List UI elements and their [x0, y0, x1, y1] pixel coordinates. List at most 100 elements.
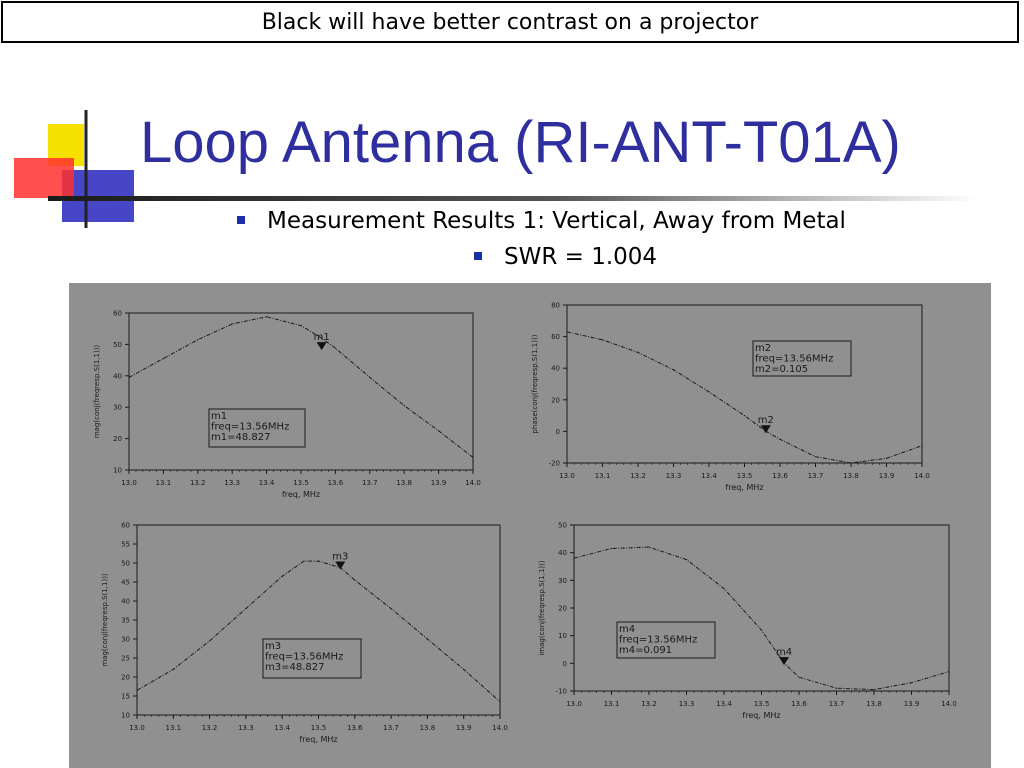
- y-tick-label: 10: [558, 632, 567, 640]
- series-point: [760, 629, 763, 631]
- x-tick-label: 13.9: [879, 472, 895, 480]
- series-point: [403, 405, 405, 407]
- series-point: [910, 682, 913, 684]
- y-tick-label: 80: [551, 302, 560, 310]
- x-axis-label: freq, MHz: [742, 711, 780, 720]
- plots-panel: 13.0 13.1 13.2 13.3 13.4 13.5 13.6 13.7 13.8 13.9…: [69, 283, 991, 768]
- marker-readout-line: freq=13.56MHz: [619, 635, 697, 646]
- y-tick-label: 50: [113, 341, 122, 349]
- series-point: [128, 376, 130, 378]
- series-point: [334, 347, 336, 349]
- series-line: [573, 546, 950, 691]
- series-point: [300, 324, 302, 327]
- x-tick-label: 13.6: [791, 700, 807, 708]
- y-tick-label: 50: [558, 522, 567, 530]
- y-tick-label: 45: [121, 579, 130, 587]
- series-point: [610, 547, 613, 550]
- bullet-square-icon: [474, 251, 482, 260]
- series-point: [499, 701, 501, 703]
- x-tick-label: 14.0: [914, 472, 930, 480]
- series-point: [601, 339, 604, 341]
- x-tick-label: 13.3: [224, 479, 240, 487]
- x-tick-label: 13.9: [456, 724, 472, 732]
- x-tick-label: 13.4: [274, 724, 290, 732]
- x-tick-label: 13.5: [311, 724, 327, 732]
- y-axis-label: phase(conj(freqresp.S(1,1))): [531, 334, 539, 433]
- y-tick-label: -20: [549, 460, 560, 468]
- marker-readout-box: [262, 638, 362, 679]
- y-tick-label: 40: [113, 372, 122, 380]
- marker-readout-line: m3=48.827: [265, 662, 324, 673]
- x-tick-label: 13.2: [190, 479, 206, 487]
- series-point: [921, 445, 923, 447]
- x-tick-label: 13.0: [121, 479, 137, 487]
- x-tick-label: 13.1: [604, 700, 620, 708]
- series-point: [685, 558, 688, 561]
- y-tick-label: 20: [551, 396, 560, 404]
- x-tick-label: 13.6: [347, 724, 363, 732]
- marker-readout-box: [208, 408, 306, 448]
- series-point: [172, 668, 174, 670]
- x-axis-label: freq, MHz: [299, 735, 337, 744]
- marker-readout-line: m4: [619, 624, 635, 635]
- series-point: [835, 687, 838, 689]
- series-point: [390, 608, 392, 610]
- series-point: [708, 391, 710, 393]
- series-point: [281, 575, 283, 577]
- plot-frame: [573, 524, 950, 692]
- y-tick-label: 35: [121, 617, 130, 625]
- marker-readout-line: freq=13.56MHz: [265, 652, 343, 663]
- y-tick-label: -10: [556, 688, 567, 696]
- x-tick-label: 13.5: [737, 472, 753, 480]
- y-tick-label: 15: [121, 693, 130, 701]
- x-tick-label: 13.1: [595, 472, 611, 480]
- marker-triangle: [760, 425, 771, 434]
- x-tick-label: 13.0: [559, 472, 575, 480]
- y-tick-label: 20: [121, 674, 130, 682]
- marker-triangle: [335, 561, 346, 570]
- x-tick-label: 13.5: [754, 700, 770, 708]
- y-tick-label: 60: [113, 310, 122, 318]
- y-tick-label: 20: [558, 605, 567, 613]
- series-point: [648, 546, 650, 548]
- series-point: [573, 557, 575, 559]
- plot-frame: [136, 524, 501, 716]
- y-tick-label: 30: [113, 404, 122, 412]
- marker-readout-line: freq=13.56MHz: [755, 354, 833, 365]
- y-tick-label: 30: [121, 636, 130, 644]
- series-point: [369, 376, 371, 378]
- y-tick-label: 0: [556, 428, 560, 436]
- y-tick-label: 0: [563, 660, 567, 668]
- x-tick-label: 13.0: [566, 700, 582, 708]
- x-tick-label: 13.4: [716, 700, 732, 708]
- series-point: [266, 316, 268, 318]
- series-point: [850, 462, 852, 464]
- y-tick-label: 20: [113, 435, 122, 443]
- marker-triangle: [316, 342, 327, 351]
- x-tick-label: 13.9: [431, 479, 447, 487]
- series-point: [948, 671, 950, 673]
- x-tick-label: 13.8: [843, 472, 859, 480]
- marker-name: m1: [314, 332, 330, 343]
- series-point: [637, 351, 639, 353]
- series-point: [798, 676, 800, 678]
- series-point: [723, 588, 725, 590]
- bullet-level1: Measurement Results 1: Vertical, Away fr…: [237, 206, 846, 236]
- x-tick-label: 13.2: [641, 700, 657, 708]
- y-tick-label: 60: [121, 522, 130, 530]
- series-point: [426, 638, 428, 640]
- series-point: [814, 456, 817, 458]
- series-point: [317, 560, 320, 562]
- series-point: [463, 668, 465, 670]
- x-tick-label: 13.3: [238, 724, 254, 732]
- series-point: [566, 331, 568, 333]
- chart-2: 13.0 13.1 13.2 13.3 13.4 13.5 13.6 13.7 13.8 13.9…: [531, 302, 930, 493]
- series-point: [743, 415, 746, 417]
- x-tick-label: 13.9: [904, 700, 920, 708]
- y-tick-label: 40: [558, 549, 567, 557]
- plots-svg: 13.0 13.1 13.2 13.3 13.4 13.5 13.6 13.7 13.8 13.9…: [93, 302, 957, 745]
- x-tick-label: 13.2: [630, 472, 646, 480]
- x-tick-label: 13.8: [396, 479, 412, 487]
- plot-frame: [128, 312, 474, 471]
- title-divider: [48, 196, 978, 201]
